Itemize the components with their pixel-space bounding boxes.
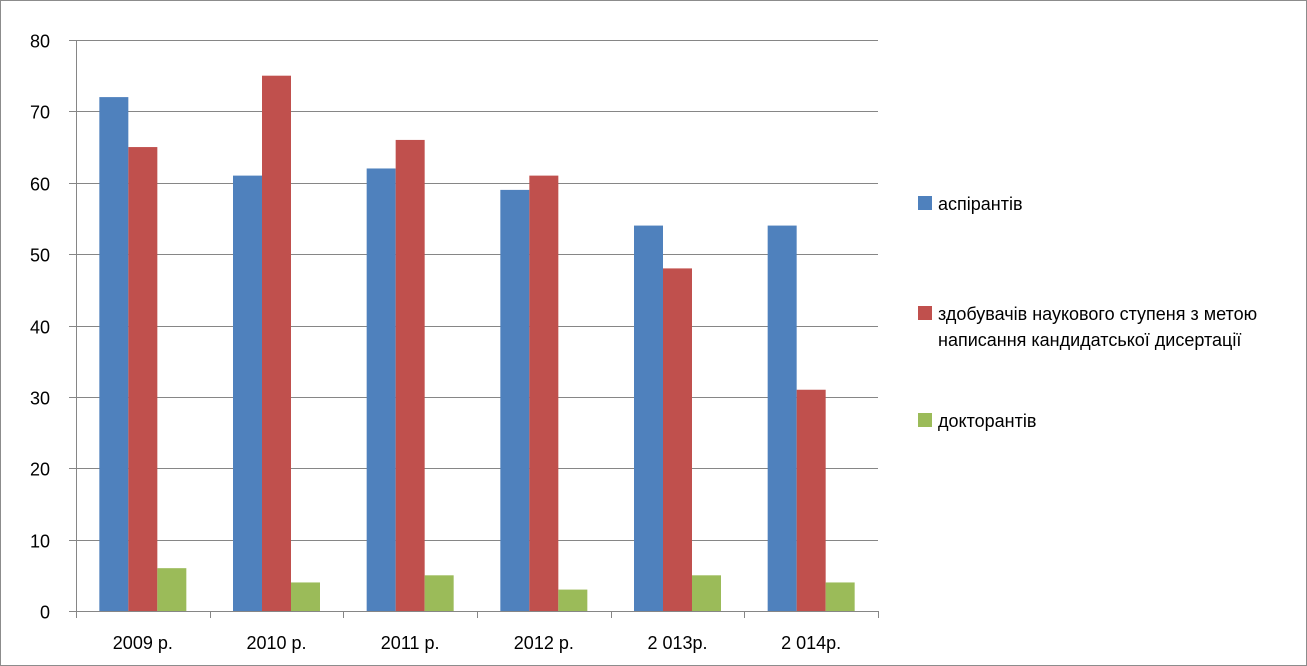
y-tick-label: 10: [30, 532, 50, 552]
bar-s2-c1: [291, 582, 320, 611]
bar-s2-c5: [825, 582, 855, 611]
bar-s2-c4: [692, 575, 721, 611]
bar-s0-c5: [767, 225, 797, 611]
bar-s0-c2: [366, 168, 396, 611]
y-tick-label: 0: [40, 603, 50, 623]
legend-swatch-degree-applicants: [918, 306, 932, 320]
bar-s1-c5: [796, 389, 826, 611]
bar-s2-c2: [424, 575, 454, 611]
y-tick-label: 60: [30, 175, 50, 195]
x-tick-label: 2010 р.: [246, 633, 306, 653]
bar-s0-c4: [634, 225, 663, 611]
bar-s2-c3: [558, 589, 588, 611]
y-tick-label: 80: [30, 32, 50, 52]
x-tick-label: 2 013р.: [647, 633, 707, 653]
x-tick-label: 2 014р.: [781, 633, 841, 653]
bar-s1-c2: [395, 139, 425, 612]
bar-s1-c0: [128, 147, 158, 611]
legend-label-degree-applicants: здобувачів наукового ступеня з метою нап…: [938, 304, 1258, 350]
y-tick-label: 50: [30, 246, 50, 266]
bar-s1-c3: [529, 175, 559, 612]
legend-item-degree-applicants: здобувачів наукового ступеня з метою нап…: [918, 301, 1298, 353]
x-tick-label: 2011 р.: [381, 633, 440, 653]
x-tick-label: 2009 р.: [113, 633, 173, 653]
y-tick-label: 30: [30, 389, 50, 409]
y-tick-label: 20: [30, 460, 50, 480]
bar-s0-c3: [500, 189, 530, 611]
bar-s1-c4: [663, 268, 692, 611]
legend-label-postgraduates: аспірантів: [938, 194, 1023, 214]
bar-s1-c1: [262, 75, 291, 611]
legend-swatch-doctoral-students: [918, 413, 932, 427]
x-tick-label: 2012 р.: [514, 633, 574, 653]
legend-label-doctoral-students: докторантів: [938, 411, 1037, 431]
bar-s0-c0: [99, 97, 129, 612]
bar-s0-c1: [233, 175, 262, 612]
y-tick-label: 70: [30, 103, 50, 123]
legend-item-doctoral-students: докторантів: [918, 408, 1298, 434]
legend-swatch-postgraduates: [918, 196, 932, 210]
y-tick-label: 40: [30, 318, 50, 338]
bar-s2-c0: [157, 568, 187, 611]
legend-item-postgraduates: аспірантів: [918, 191, 1298, 217]
